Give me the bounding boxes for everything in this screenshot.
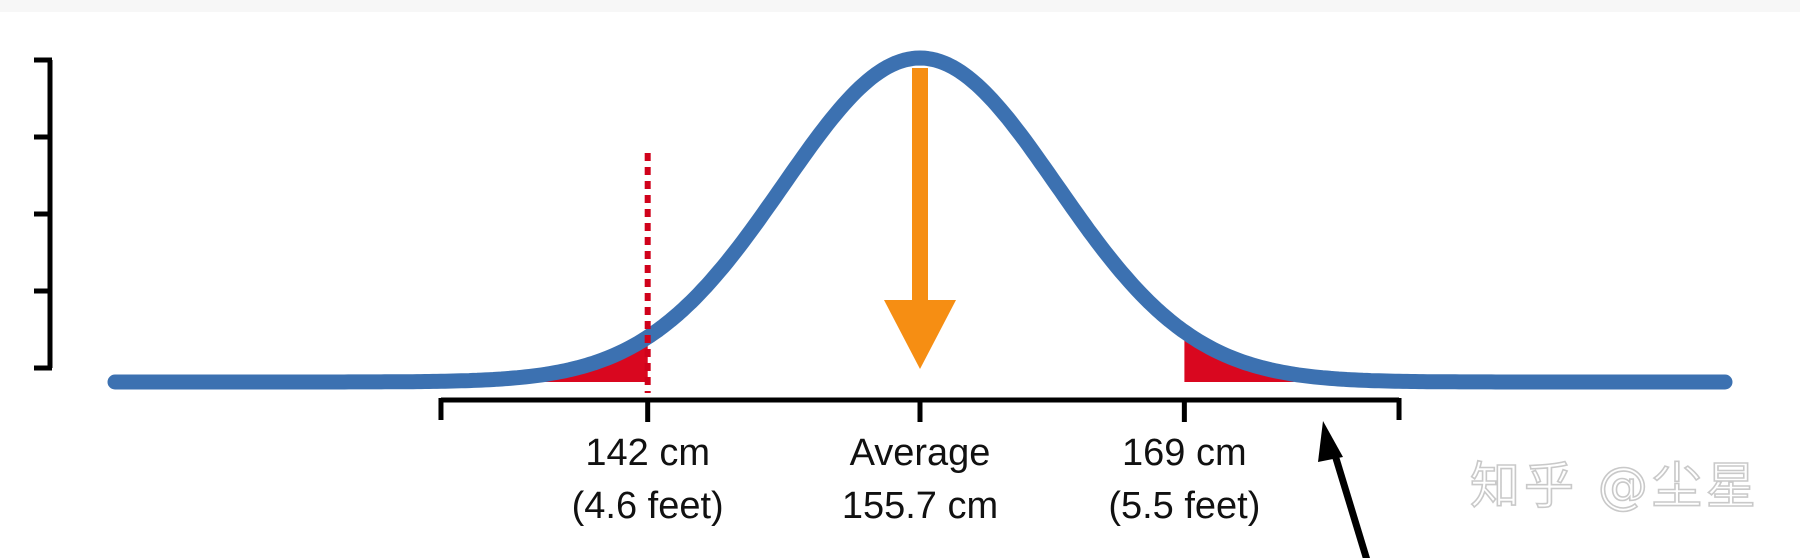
tick-sublabel: 155.7 cm xyxy=(842,485,998,527)
tick-label: Average xyxy=(850,432,991,474)
top-strip xyxy=(0,0,1800,12)
tick-label: 142 cm xyxy=(585,432,710,474)
marker-labels: 142 cm (4.6 feet) Average 155.7 cm 169 cm (5.… xyxy=(572,432,1261,527)
mean-arrow-head xyxy=(884,300,956,369)
watermark-text: 知乎 @尘星 xyxy=(1470,457,1760,515)
mean-arrow-shaft xyxy=(912,68,928,308)
y-axis xyxy=(34,57,53,371)
tick-sublabel: (4.6 feet) xyxy=(572,485,724,527)
pointer-head xyxy=(1318,421,1343,462)
x-axis xyxy=(438,397,1402,422)
tick-label: 169 cm xyxy=(1122,432,1247,474)
tick-sublabel: (5.5 feet) xyxy=(1108,485,1260,527)
distribution-curve xyxy=(107,50,1733,390)
markers xyxy=(644,68,956,393)
pointer-arrow xyxy=(1318,421,1371,558)
curve-layer xyxy=(107,50,1733,390)
left-tail-area xyxy=(441,337,648,382)
pointer-shaft xyxy=(1331,453,1371,558)
